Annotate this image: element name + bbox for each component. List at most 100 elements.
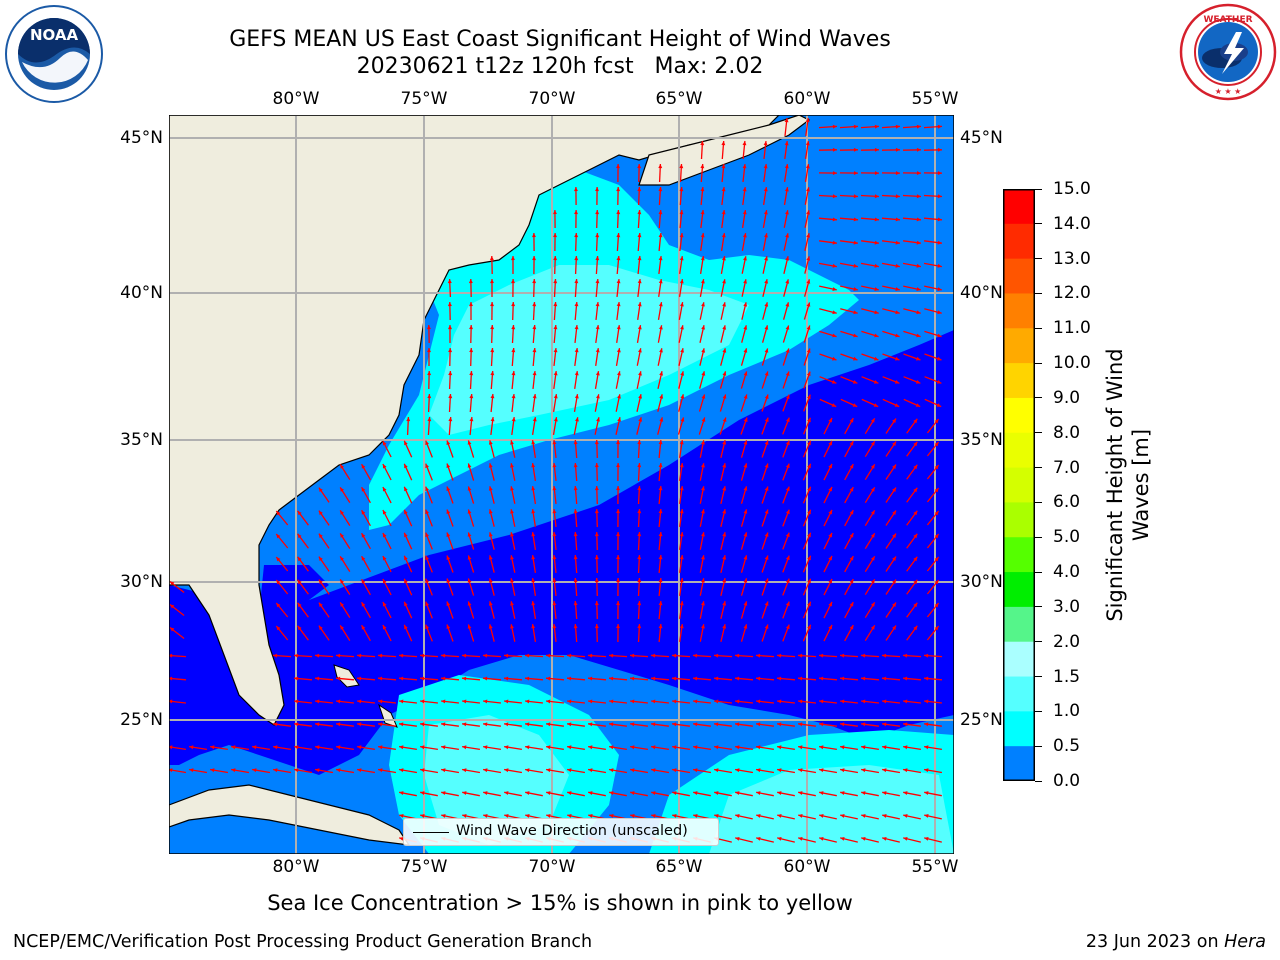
wave-direction-arrow — [510, 440, 516, 458]
wave-direction-arrow — [616, 439, 620, 459]
colorbar-band — [1003, 537, 1035, 573]
wave-direction-arrow — [447, 301, 452, 321]
wave-direction-arrow — [903, 240, 921, 245]
wave-direction-arrow — [839, 194, 859, 199]
wave-direction-arrow — [382, 601, 392, 619]
wave-direction-arrow — [608, 768, 628, 774]
wave-direction-arrow — [553, 324, 558, 344]
wave-direction-arrow — [720, 325, 727, 343]
wave-direction-arrow — [923, 217, 943, 222]
wave-direction-arrow — [924, 376, 942, 384]
wave-direction-arrow — [339, 625, 351, 641]
colorbar-label: Significant Height of Wind Waves [m] — [1103, 348, 1153, 622]
wave-direction-arrow — [616, 554, 620, 574]
wave-direction-arrow — [839, 171, 859, 175]
wave-direction-arrow — [840, 791, 858, 797]
wave-direction-arrow — [678, 301, 684, 321]
wave-direction-arrow — [720, 624, 727, 642]
lat-tick-left: 25°N — [120, 710, 163, 730]
wave-direction-arrow — [903, 398, 921, 408]
wave-direction-arrow — [382, 578, 392, 596]
colorbar-tick-label: 8.0 — [1053, 422, 1081, 443]
lon-tick-top: 75°W — [400, 89, 448, 109]
wave-direction-arrow — [882, 837, 900, 843]
wave-direction-arrow — [924, 308, 942, 315]
wave-direction-arrow — [844, 578, 854, 596]
wave-direction-arrow — [427, 370, 432, 390]
colorbar-tick-mark — [1035, 606, 1042, 608]
wave-direction-arrow — [903, 308, 921, 315]
wave-direction-arrow — [467, 486, 475, 504]
wave-direction-arrow — [823, 463, 833, 481]
wave-direction-arrow — [447, 278, 452, 298]
wave-direction-arrow — [594, 531, 599, 551]
sea-ice-note: Sea Ice Concentration > 15% is shown in … — [267, 891, 853, 915]
wave-direction-arrow — [797, 653, 817, 658]
wave-direction-arrow — [273, 722, 291, 727]
wave-direction-arrow — [510, 463, 516, 481]
wave-direction-arrow — [503, 745, 523, 751]
wave-direction-arrow — [587, 653, 607, 658]
colorbar-frame — [1003, 189, 1035, 781]
wave-direction-arrow — [658, 186, 663, 206]
wave-direction-arrow — [657, 394, 664, 412]
wave-direction-arrow — [699, 440, 705, 458]
wave-direction-arrow — [531, 554, 537, 574]
noaa-logo: NOAA — [5, 5, 103, 103]
wave-direction-arrow — [679, 486, 684, 504]
colorbar-tick-mark — [1035, 292, 1042, 294]
wave-direction-arrow — [692, 653, 712, 658]
wave-direction-arrow — [700, 186, 705, 206]
wave-direction-arrow — [510, 555, 516, 573]
wave-direction-arrow — [761, 417, 769, 435]
wave-direction-arrow — [923, 768, 943, 774]
wave-direction-arrow — [720, 486, 727, 504]
wave-direction-arrow — [490, 417, 495, 435]
wave-direction-arrow — [510, 601, 516, 619]
wave-direction-arrow — [467, 578, 475, 596]
wave-direction-arrow — [573, 531, 578, 551]
wave-direction-arrow — [761, 624, 769, 642]
wave-direction-arrow — [441, 791, 459, 797]
wave-direction-arrow — [510, 532, 516, 550]
wave-direction-arrow — [511, 417, 516, 435]
colorbar-tick-label: 11.0 — [1053, 318, 1091, 339]
wave-direction-arrow — [356, 653, 376, 658]
wave-direction-arrow — [881, 745, 901, 751]
wave-direction-arrow — [861, 353, 879, 361]
wave-direction-arrow — [546, 722, 564, 727]
wave-direction-arrow — [699, 302, 705, 320]
wave-direction-arrow — [844, 624, 854, 642]
wave-direction-arrow — [823, 578, 833, 596]
wave-direction-arrow — [906, 579, 918, 595]
wave-direction-arrow — [819, 240, 837, 245]
wave-direction-arrow — [637, 485, 642, 505]
wave-direction-arrow — [658, 462, 663, 482]
wave-direction-arrow — [798, 791, 816, 797]
wave-direction-arrow — [658, 554, 663, 574]
wave-direction-arrow — [860, 194, 880, 199]
wave-direction-arrow — [881, 147, 901, 152]
wave-direction-arrow — [574, 255, 579, 275]
wave-direction-arrow — [714, 791, 732, 797]
wave-direction-arrow — [427, 324, 431, 344]
wave-direction-arrow — [783, 279, 790, 297]
wave-direction-arrow — [336, 722, 354, 727]
wave-direction-arrow — [803, 325, 811, 343]
wave-direction-arrow — [503, 768, 523, 774]
colorbar-tick-label: 5.0 — [1053, 527, 1081, 548]
lat-tick-left: 35°N — [120, 430, 163, 450]
wave-direction-arrow — [782, 509, 790, 527]
colorbar-tick-label: 2.0 — [1053, 631, 1081, 652]
wave-direction-arrow — [844, 555, 854, 573]
wave-direction-arrow — [713, 768, 733, 774]
wave-direction-arrow — [860, 653, 880, 658]
colorbar-tick-mark — [1035, 745, 1042, 747]
wave-direction-arrow — [657, 301, 663, 321]
wave-direction-arrow — [531, 623, 537, 643]
wave-direction-arrow — [510, 578, 516, 596]
wave-direction-arrow — [553, 348, 558, 366]
wave-direction-arrow — [616, 255, 621, 275]
wave-direction-arrow — [566, 745, 586, 751]
wave-direction-arrow — [735, 837, 753, 843]
